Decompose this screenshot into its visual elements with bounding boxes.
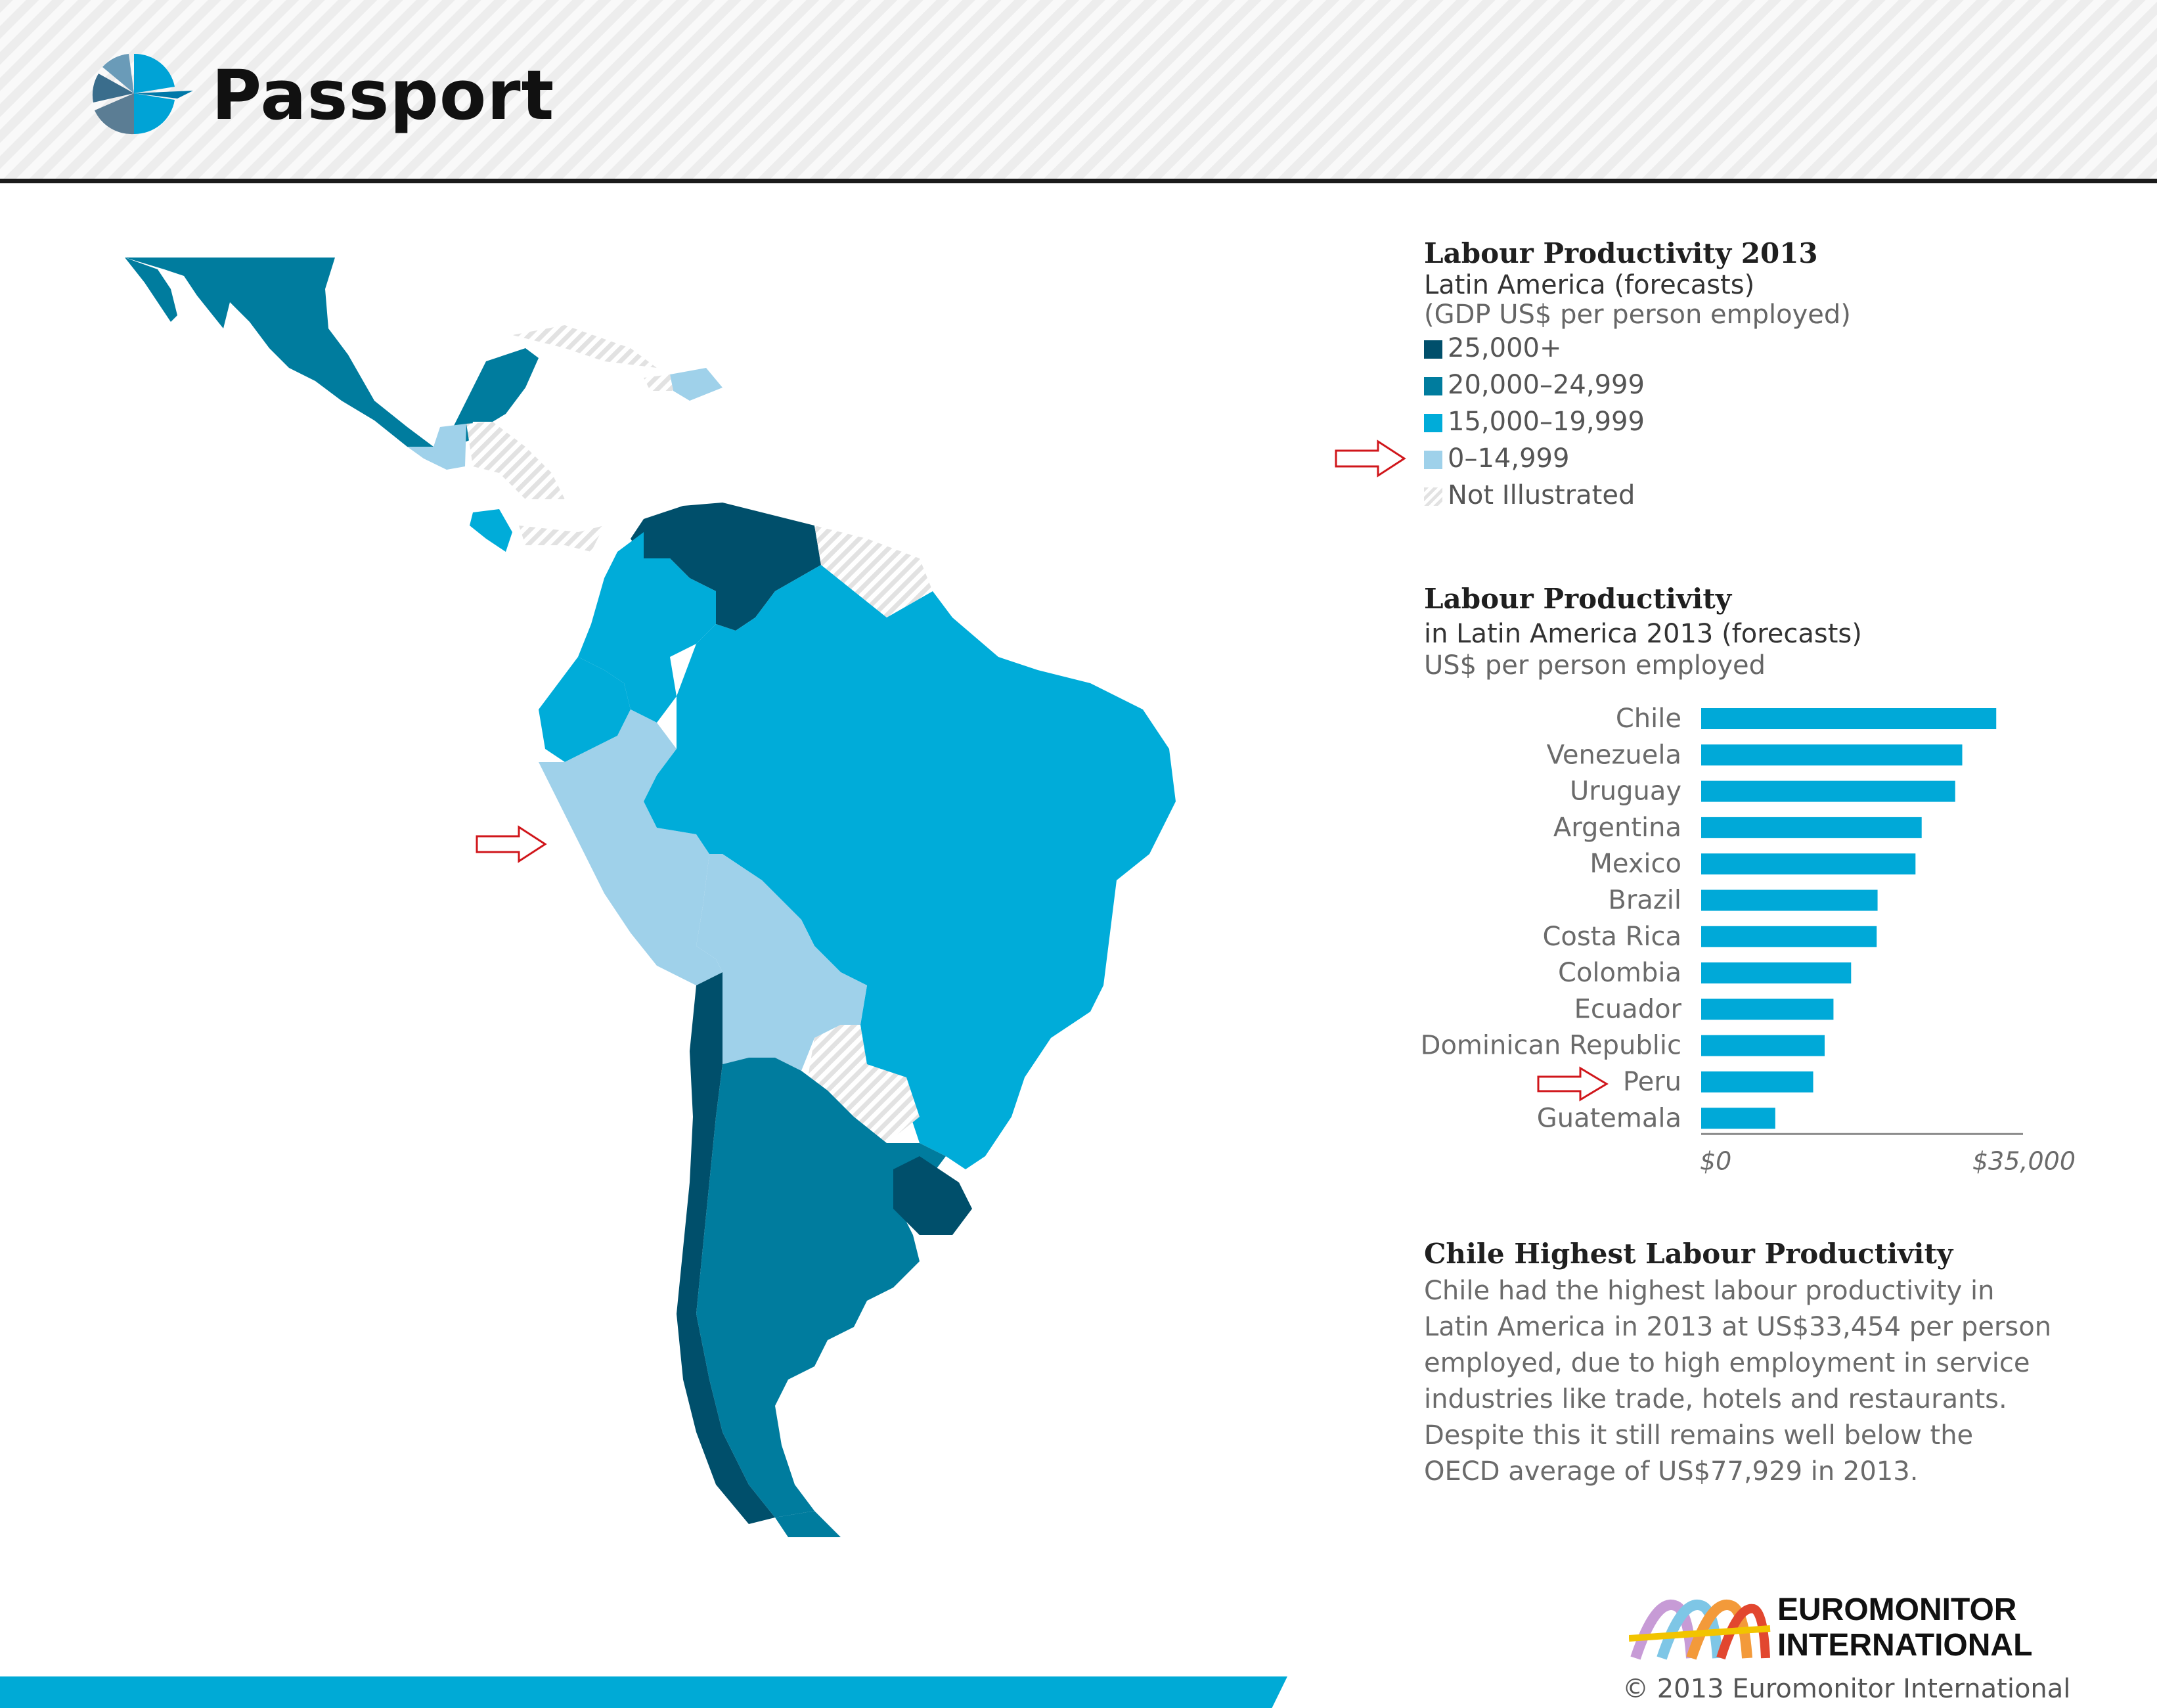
note-line: employed, due to high employment in serv…	[1424, 1348, 2030, 1378]
legend-title: Labour Productivity 2013	[1424, 237, 1818, 269]
x-tick-label: $0	[1700, 1146, 1731, 1175]
region-uruguay	[893, 1156, 972, 1235]
euromonitor-logo-icon	[1629, 1600, 1771, 1660]
bar-label: Venezuela	[1547, 740, 1681, 770]
note-line: industries like trade, hotels and restau…	[1424, 1384, 2007, 1414]
bar	[1701, 889, 1878, 911]
region-argentina	[696, 1058, 946, 1517]
region-tierra-del-fuego	[775, 1511, 841, 1537]
bar	[1701, 999, 1834, 1020]
legend-item-not-illustrated: Not Illustrated	[1424, 477, 2081, 514]
note-line: Despite this it still remains well below…	[1424, 1420, 1974, 1450]
region-bolivia	[696, 854, 867, 1071]
region-panama-na	[519, 526, 604, 552]
copyright: © 2013 Euromonitor International	[1622, 1674, 2071, 1704]
region-ecuador	[539, 657, 631, 762]
note-line: OECD average of US$77,929 in 2013.	[1424, 1456, 1919, 1487]
region-baja	[125, 258, 177, 322]
region-mexico	[125, 258, 539, 460]
bar-label: Chile	[1616, 704, 1681, 734]
legend-swatch	[1424, 340, 1442, 359]
legend-subtitle: Latin America (forecasts)	[1424, 270, 1755, 300]
region-guianas-na	[814, 526, 933, 618]
legend-item-0: 0–14,999	[1424, 440, 2081, 477]
company-name-line1: EUROMONITOR	[1777, 1592, 2017, 1627]
note-line: Latin America in 2013 at US$33,454 per p…	[1424, 1312, 2052, 1342]
region-paraguay-na	[808, 1025, 920, 1143]
bar	[1701, 708, 1997, 729]
region-cuba-na	[512, 325, 657, 368]
legend-swatch	[1424, 414, 1442, 432]
legend-swatch-hatched	[1424, 487, 1442, 506]
region-haiti-na	[644, 374, 673, 391]
chart-title: Labour Productivity	[1424, 583, 1732, 615]
region-peru	[539, 709, 723, 985]
legend-label: 25,000+	[1448, 333, 1562, 363]
bar	[1701, 853, 1916, 875]
bar-label: Ecuador	[1574, 994, 1682, 1024]
bar	[1701, 817, 1922, 838]
bar-label: Dominican Republic	[1421, 1031, 1681, 1061]
footer-accent-bar	[0, 1676, 1287, 1708]
productivity-bar-chart: Chile Venezuela Uruguay Argentina Mexico Braz…	[1421, 704, 2076, 1175]
company-name: EUROMONITOR INTERNATIONAL	[1777, 1592, 2032, 1663]
x-tick-label: $35,000	[1972, 1146, 2076, 1175]
map-legend: Labour Productivity 2013 Latin America (…	[1424, 236, 2081, 514]
region-guatemala	[407, 424, 466, 470]
bar-label: Uruguay	[1570, 776, 1681, 807]
legend-unit: (GDP US$ per person employed)	[1424, 300, 1851, 330]
legend-label: Not Illustrated	[1448, 480, 1635, 510]
bar-label: Argentina	[1553, 813, 1681, 843]
legend-item-20k: 20,000–24,999	[1424, 367, 2081, 403]
brand-name: Passport	[211, 55, 555, 135]
bar	[1701, 962, 1852, 984]
bar	[1701, 1035, 1825, 1056]
bar-label: Guatemala	[1537, 1103, 1681, 1133]
region-chile	[677, 972, 775, 1524]
arrow-right-icon	[1335, 439, 1406, 478]
bar-label: Costa Rica	[1542, 922, 1681, 952]
bar	[1701, 744, 1963, 766]
legend-label: 0–14,999	[1448, 443, 1570, 474]
legend-item-15k: 15,000–19,999	[1424, 403, 2081, 440]
region-brazil	[644, 565, 1176, 1169]
company-name-line2: INTERNATIONAL	[1777, 1628, 2033, 1663]
bar	[1701, 1108, 1775, 1129]
bar	[1701, 780, 1955, 802]
header-rule	[0, 179, 2157, 183]
bar-label: Colombia	[1558, 958, 1681, 988]
bar-label: Peru	[1623, 1067, 1681, 1097]
region-venezuela	[631, 503, 821, 631]
note-body: Chile had the highest labour productivit…	[1424, 1273, 2120, 1490]
legend-swatch	[1424, 451, 1442, 469]
note-title: Chile Highest Labour Productivity	[1424, 1238, 1953, 1270]
bar	[1701, 1071, 1813, 1092]
chart-subtitle: in Latin America 2013 (forecasts)	[1424, 619, 1862, 649]
legend-label: 15,000–19,999	[1448, 407, 1645, 437]
latin-america-map	[125, 258, 1176, 1537]
bar	[1701, 926, 1877, 947]
legend-label: 20,000–24,999	[1448, 370, 1645, 400]
bar-label: Brazil	[1608, 886, 1681, 916]
arrow-right-icon	[476, 825, 547, 863]
note-line: Chile had the highest labour productivit…	[1424, 1276, 1995, 1306]
region-central-america-na	[466, 422, 565, 499]
region-colombia	[578, 532, 716, 723]
region-dominican-rep	[670, 368, 723, 401]
legend-item-25k: 25,000+	[1424, 330, 2081, 367]
chart-unit: US$ per person employed	[1424, 650, 1766, 681]
arrow-right-icon	[1537, 1066, 1609, 1102]
legend-swatch	[1424, 377, 1442, 395]
header-band	[0, 0, 2157, 179]
region-costa-rica	[470, 509, 512, 552]
passport-logo-icon	[92, 53, 193, 135]
bar-label: Mexico	[1590, 849, 1681, 879]
